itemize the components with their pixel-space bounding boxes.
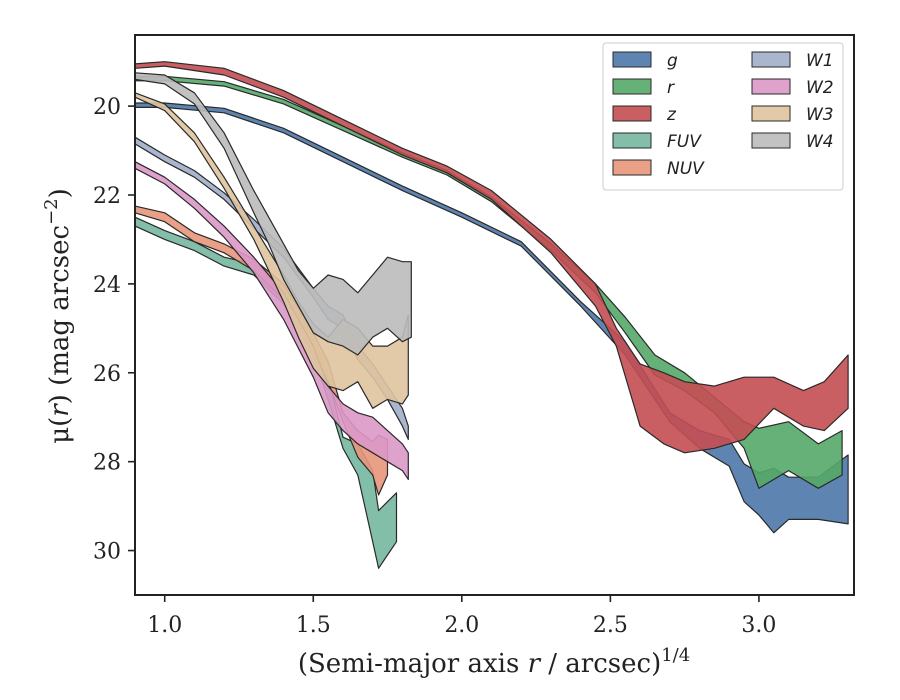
legend-swatch-z [612,105,652,122]
x-tick-label: 1.5 [296,613,331,638]
y-tick-label: 30 [93,540,121,565]
band-g [134,102,849,534]
legend-label-w1: W1 [806,51,834,71]
legend-swatch-r [612,78,652,95]
band-nuv [134,205,389,496]
x-tick-label: 2.0 [444,613,479,638]
plot-frame [134,34,855,596]
legend-label-z: z [666,105,677,125]
legend-swatch-nuv [612,159,652,176]
band-z [134,61,849,454]
legend: grz FUV NUV W1 W2 W3 W4 [602,42,844,191]
y-tick-label: 26 [93,362,121,387]
legend-label-r: r [667,78,675,98]
band-w4 [134,72,412,356]
y-tick-label: 20 [93,95,121,120]
x-axis-label: (Semi-major axis r / arcsec)1/4 [298,645,690,679]
x-tick-label: 2.5 [593,613,628,638]
legend-label-w3: W3 [806,105,834,125]
x-tick-label: 3.0 [741,613,776,638]
y-axis-label: μ(r) (mag arcsec−2) [41,188,75,444]
legend-swatch-w2 [751,78,791,95]
legend-swatch-w3 [751,105,791,122]
legend-label-w4: W4 [806,132,834,152]
legend-label-nuv: NUV [667,159,705,179]
legend-label-w2: W2 [806,78,834,98]
legend-label-g: g [667,51,678,71]
x-ticks: 1.0 1.5 2.0 2.5 3.0 [147,595,776,638]
legend-swatch-w1 [751,51,791,68]
legend-swatch-g [612,51,652,68]
y-tick-label: 28 [93,451,121,476]
y-ticks: 20 22 24 26 28 30 [93,95,135,565]
y-tick-label: 24 [93,273,121,298]
bands-layer [134,61,849,569]
x-tick-label: 1.0 [147,613,182,638]
y-tick-label: 22 [93,184,121,209]
legend-swatch-w4 [751,132,791,149]
legend-swatch-fuv [612,132,652,149]
legend-label-fuv: FUV [667,132,702,152]
